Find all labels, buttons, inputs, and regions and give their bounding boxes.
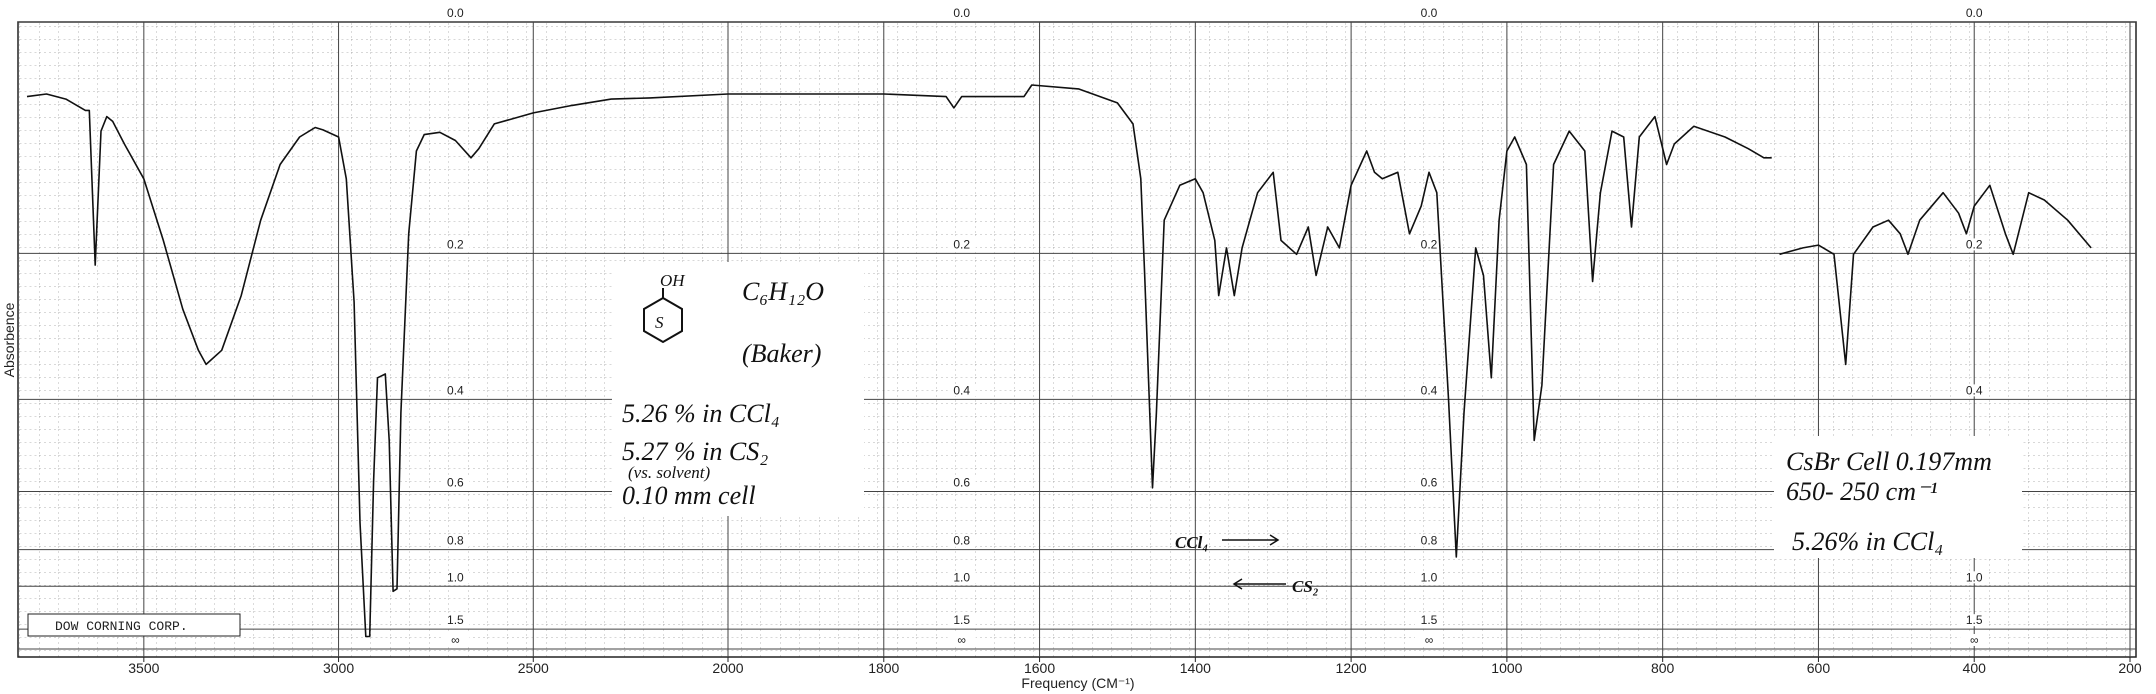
tick-label-bg	[441, 238, 470, 251]
y-tick-label: 1.0	[1421, 570, 1438, 584]
annotation: CsBr Cell 0.197mm	[1786, 447, 1992, 476]
annotation: 5.26 % in CCl₄	[622, 399, 780, 428]
data	[26, 84, 2092, 638]
tick-label-bg	[1960, 571, 1989, 584]
y-tick-label: 1.0	[953, 570, 970, 584]
tick-label-bg	[947, 634, 976, 646]
y-tick-label: 1.0	[1966, 570, 1983, 584]
y-tick-label: 0.4	[447, 383, 464, 397]
tick-label-bg	[441, 476, 470, 489]
tick-label-bg	[1415, 238, 1443, 251]
y-tick-label: 0.2	[1966, 237, 1983, 251]
y-tick-label: ∞	[1425, 633, 1434, 647]
tick-label-bg	[947, 476, 976, 489]
x-tick-label: 1200	[1336, 660, 1367, 676]
tick-label-bg	[1960, 384, 1989, 397]
x-tick-label: 1000	[1491, 660, 1522, 676]
y-tick-label: 0.8	[447, 534, 464, 548]
y-tick-label: 0.6	[953, 476, 970, 490]
annotation: C₆H₁₂O	[742, 277, 824, 306]
y-tick-label: 0.0	[953, 6, 970, 20]
tick-label-bg	[441, 571, 470, 584]
arrow	[1222, 534, 1280, 546]
arrow	[1232, 578, 1286, 590]
tick-label-bg	[1415, 571, 1443, 584]
annotation: (Baker)	[742, 339, 821, 368]
tick-label-bg	[1960, 7, 1989, 19]
tick-label-bg	[1415, 614, 1443, 627]
annotation: S	[655, 313, 664, 332]
x-tick-label: 3500	[128, 660, 159, 676]
annotation: 0.10 mm cell	[622, 481, 756, 510]
x-tick-label: 1600	[1024, 660, 1055, 676]
y-tick-label: 1.5	[447, 613, 464, 627]
tick-label-bg	[441, 534, 470, 547]
x-tick-label: 3000	[323, 660, 354, 676]
tick-label-bg	[1415, 384, 1443, 397]
y-tick-label: 1.5	[1421, 613, 1438, 627]
tick-label-bg	[947, 384, 976, 397]
y-tick-label: 0.4	[953, 383, 970, 397]
tick-label-bg	[1960, 238, 1989, 251]
tick-label-bg	[1415, 534, 1443, 547]
tick-label-bg	[947, 7, 976, 19]
y-tick-label: 0.2	[953, 237, 970, 251]
annotation: 5.27 % in CS₂	[622, 437, 768, 466]
y-tick-label: 1.5	[1966, 613, 1983, 627]
y-tick-label: 0.2	[1421, 237, 1438, 251]
y-tick-label: ∞	[1970, 633, 1979, 647]
y-tick-label: 0.6	[447, 476, 464, 490]
y-tick-label: 0.8	[1421, 534, 1438, 548]
annotation: 5.26% in CCl₄	[1792, 527, 1943, 556]
tick-label-bg	[441, 7, 470, 19]
tick-label-bg	[947, 534, 976, 547]
x-tick-label: 600	[1807, 660, 1831, 676]
tick-label-bg	[441, 634, 470, 646]
tick-label-bg	[1960, 614, 1989, 627]
x-axis-label: Frequency (CM⁻¹)	[1021, 675, 1134, 691]
footer-label: DOW CORNING CORP.	[55, 619, 188, 634]
x-tick-label: 1400	[1180, 660, 1211, 676]
y-tick-label: 0.2	[447, 237, 464, 251]
y-tick-label: 1.0	[447, 570, 464, 584]
x-tick-label: 1800	[868, 660, 899, 676]
y-tick-label: 0.0	[1421, 6, 1438, 20]
x-tick-label: 400	[1963, 660, 1987, 676]
y-tick-label: 0.6	[1421, 476, 1438, 490]
annotation: CS₂	[1292, 577, 1319, 596]
y-tick-label: 1.5	[953, 613, 970, 627]
x-tick-label: 2500	[518, 660, 549, 676]
tick-label-bg	[1415, 476, 1443, 489]
y-tick-label: 0.0	[1966, 6, 1983, 20]
tick-label-bg	[441, 614, 470, 627]
tick-label-bg	[1415, 7, 1443, 19]
tick-label-bg	[1960, 634, 1989, 646]
y-tick-label: 0.4	[1966, 383, 1983, 397]
annotation: (vs. solvent)	[628, 463, 710, 482]
annotation: OH	[660, 271, 686, 290]
footer-box	[27, 613, 241, 637]
y-tick-label: ∞	[957, 633, 966, 647]
tick-label-bg	[1415, 634, 1443, 646]
x-tick-label: 2000	[712, 660, 743, 676]
spectrum-line	[26, 84, 2092, 638]
ring	[643, 296, 683, 344]
annotation: CCl₄	[1175, 533, 1208, 552]
note-box	[1774, 436, 2022, 558]
y-tick-label: 0.4	[1421, 383, 1438, 397]
tick-label-bg	[947, 571, 976, 584]
x-tick-label: 200	[2118, 660, 2142, 676]
annotation: 650- 250 cm⁻¹	[1786, 477, 1938, 506]
tick-label-bg	[947, 614, 976, 627]
x-tick-label: 800	[1651, 660, 1675, 676]
y-tick-label: ∞	[451, 633, 460, 647]
y-tick-label: 0.0	[447, 6, 464, 20]
tick-label-bg	[441, 384, 470, 397]
y-tick-label: 0.8	[953, 534, 970, 548]
y-axis-label: Absorbence	[1, 302, 17, 377]
tick-label-bg	[947, 238, 976, 251]
